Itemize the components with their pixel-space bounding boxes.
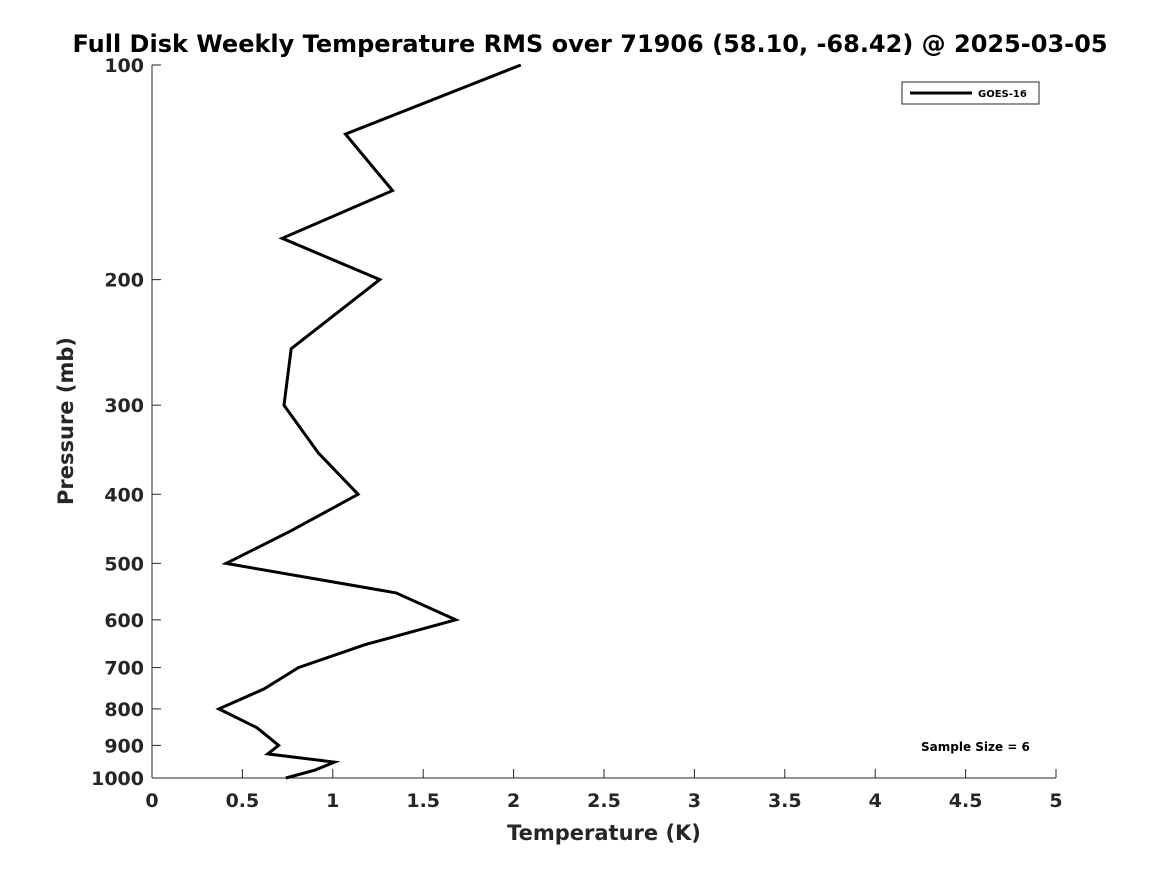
- x-tick-label: 3.5: [768, 790, 802, 812]
- legend: GOES-16: [901, 81, 1040, 105]
- y-tick-label: 200: [104, 270, 144, 292]
- x-axis-label: Temperature (K): [507, 821, 701, 845]
- x-tick-label: 5: [1049, 790, 1062, 812]
- x-tick-label: 2.5: [587, 790, 621, 812]
- y-axis: 100 200 300 400 500 600 700 800 900 1000: [91, 55, 161, 790]
- y-tick-label: 700: [104, 658, 144, 680]
- chart-title: Full Disk Weekly Temperature RMS over 71…: [72, 30, 1107, 58]
- x-tick-label: 0: [145, 790, 158, 812]
- y-tick-label: 800: [104, 699, 144, 721]
- x-tick-label: 4.5: [949, 790, 983, 812]
- y-axis-label: Pressure (mb): [54, 337, 78, 505]
- legend-entry-goes-16: GOES-16: [978, 89, 1027, 100]
- x-axis: 0 0.5 1 1.5 2 2.5 3 3.5 4 4.5 5: [145, 769, 1063, 812]
- x-tick-label: 1: [326, 790, 339, 812]
- y-tick-label: 1000: [91, 768, 144, 790]
- series-line-goes-16: [215, 63, 522, 780]
- y-tick-label: 100: [104, 55, 144, 77]
- x-tick-label: 1.5: [406, 790, 440, 812]
- y-tick-label: 300: [104, 395, 144, 417]
- series-layer: [215, 63, 522, 780]
- y-tick-label: 400: [104, 484, 144, 506]
- x-tick-label: 4: [869, 790, 882, 812]
- x-tick-label: 3: [688, 790, 701, 812]
- y-tick-label: 500: [104, 553, 144, 575]
- sample-size-annotation: Sample Size = 6: [921, 740, 1030, 754]
- x-tick-label: 0.5: [226, 790, 260, 812]
- y-tick-label: 600: [104, 610, 144, 632]
- y-tick-label: 900: [104, 735, 144, 757]
- x-tick-label: 2: [507, 790, 520, 812]
